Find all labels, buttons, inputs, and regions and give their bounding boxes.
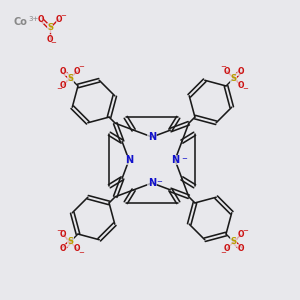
Text: O: O	[60, 244, 66, 253]
Text: N: N	[148, 132, 156, 142]
Text: −: −	[220, 250, 226, 256]
Text: −: −	[56, 228, 62, 234]
Text: −: −	[220, 64, 226, 70]
Text: O: O	[47, 34, 53, 43]
Text: O: O	[56, 14, 62, 23]
Text: S: S	[67, 74, 73, 83]
Text: 3+: 3+	[28, 16, 38, 22]
Text: O: O	[60, 67, 66, 76]
Text: −: −	[242, 228, 248, 234]
Text: −: −	[60, 13, 66, 19]
Text: O: O	[74, 67, 80, 76]
Text: O: O	[60, 81, 66, 90]
Text: −: −	[56, 86, 62, 92]
Text: −: −	[50, 40, 56, 46]
Text: −: −	[181, 156, 187, 162]
Text: O: O	[74, 244, 80, 253]
Text: O: O	[38, 14, 44, 23]
Text: S: S	[67, 237, 73, 246]
Text: S: S	[231, 237, 237, 246]
Text: O: O	[238, 67, 244, 76]
Text: O: O	[238, 230, 244, 239]
Text: −: −	[156, 179, 162, 185]
Text: O: O	[238, 244, 244, 253]
Text: −: −	[78, 64, 84, 70]
Text: Co: Co	[14, 17, 28, 27]
Text: −: −	[78, 250, 84, 256]
Text: N: N	[125, 155, 133, 165]
Text: O: O	[60, 230, 66, 239]
Text: O: O	[224, 67, 230, 76]
Text: −: −	[242, 86, 248, 92]
Text: S: S	[231, 74, 237, 83]
Text: N: N	[148, 178, 156, 188]
Text: O: O	[224, 244, 230, 253]
Text: O: O	[238, 81, 244, 90]
Text: S: S	[47, 23, 53, 32]
Text: N: N	[171, 155, 179, 165]
